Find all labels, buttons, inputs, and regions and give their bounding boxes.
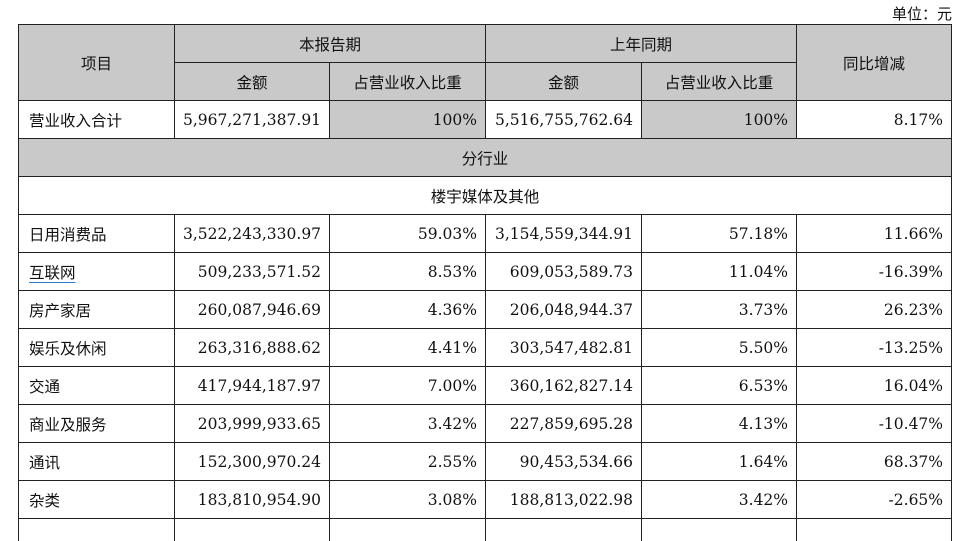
header-prev-amount: 金额 bbox=[486, 63, 642, 101]
header-prev-share: 占营业收入比重 bbox=[642, 63, 797, 101]
row-cur-share: 8.53% bbox=[330, 253, 486, 291]
row-prev-share: 5.50% bbox=[642, 329, 797, 367]
row-prev-share: 3.73% bbox=[642, 291, 797, 329]
header-cur-amount: 金额 bbox=[175, 63, 330, 101]
table-continuation-row bbox=[19, 519, 952, 541]
row-cur-share: 4.41% bbox=[330, 329, 486, 367]
unit-label: 单位：元 bbox=[892, 3, 952, 24]
total-yoy: 8.17% bbox=[797, 101, 952, 139]
row-prev-share: 4.13% bbox=[642, 405, 797, 443]
subsection-label: 楼宇媒体及其他 bbox=[19, 177, 952, 215]
row-yoy: 26.23% bbox=[797, 291, 952, 329]
header-yoy: 同比增减 bbox=[797, 25, 952, 101]
total-row: 营业收入合计 5,967,271,387.91 100% 5,516,755,7… bbox=[19, 101, 952, 139]
row-cur-share: 2.55% bbox=[330, 443, 486, 481]
row-prev-share: 6.53% bbox=[642, 367, 797, 405]
row-label: 娱乐及休闲 bbox=[19, 329, 175, 367]
table-row: 房产家居 260,087,946.69 4.36% 206,048,944.37… bbox=[19, 291, 952, 329]
row-cur-share: 3.42% bbox=[330, 405, 486, 443]
header-cur-share: 占营业收入比重 bbox=[330, 63, 486, 101]
row-prev-amount: 206,048,944.37 bbox=[486, 291, 642, 329]
header-current-period: 本报告期 bbox=[175, 25, 486, 63]
row-cur-share: 59.03% bbox=[330, 215, 486, 253]
row-prev-amount: 609,053,589.73 bbox=[486, 253, 642, 291]
row-prev-share: 57.18% bbox=[642, 215, 797, 253]
row-label: 杂类 bbox=[19, 481, 175, 519]
row-prev-amount: 360,162,827.14 bbox=[486, 367, 642, 405]
row-label: 通讯 bbox=[19, 443, 175, 481]
row-yoy: -16.39% bbox=[797, 253, 952, 291]
row-prev-amount: 188,813,022.98 bbox=[486, 481, 642, 519]
row-prev-amount: 3,154,559,344.91 bbox=[486, 215, 642, 253]
table-row: 通讯 152,300,970.24 2.55% 90,453,534.66 1.… bbox=[19, 443, 952, 481]
row-cur-amount: 203,999,933.65 bbox=[175, 405, 330, 443]
row-cur-share: 7.00% bbox=[330, 367, 486, 405]
row-prev-share: 11.04% bbox=[642, 253, 797, 291]
row-cur-amount: 3,522,243,330.97 bbox=[175, 215, 330, 253]
table-row: 互联网 509,233,571.52 8.53% 609,053,589.73 … bbox=[19, 253, 952, 291]
row-cur-amount: 152,300,970.24 bbox=[175, 443, 330, 481]
table-row: 娱乐及休闲 263,316,888.62 4.41% 303,547,482.8… bbox=[19, 329, 952, 367]
section-row: 分行业 bbox=[19, 139, 952, 177]
row-cur-share: 3.08% bbox=[330, 481, 486, 519]
total-prev-amount: 5,516,755,762.64 bbox=[486, 101, 642, 139]
row-label-link[interactable]: 互联网 bbox=[29, 264, 76, 282]
row-cur-amount: 417,944,187.97 bbox=[175, 367, 330, 405]
header-prior-period: 上年同期 bbox=[486, 25, 797, 63]
table-row: 商业及服务 203,999,933.65 3.42% 227,859,695.2… bbox=[19, 405, 952, 443]
table-row: 日用消费品 3,522,243,330.97 59.03% 3,154,559,… bbox=[19, 215, 952, 253]
row-yoy: 68.37% bbox=[797, 443, 952, 481]
total-cur-share: 100% bbox=[330, 101, 486, 139]
row-yoy: 11.66% bbox=[797, 215, 952, 253]
row-label: 交通 bbox=[19, 367, 175, 405]
row-prev-share: 1.64% bbox=[642, 443, 797, 481]
row-prev-share: 3.42% bbox=[642, 481, 797, 519]
row-label: 日用消费品 bbox=[19, 215, 175, 253]
total-prev-share: 100% bbox=[642, 101, 797, 139]
row-yoy: -2.65% bbox=[797, 481, 952, 519]
revenue-table: 项目 本报告期 上年同期 同比增减 金额 占营业收入比重 金额 占营业收入比重 … bbox=[18, 24, 952, 541]
row-cur-amount: 183,810,954.90 bbox=[175, 481, 330, 519]
row-prev-amount: 227,859,695.28 bbox=[486, 405, 642, 443]
table-row: 杂类 183,810,954.90 3.08% 188,813,022.98 3… bbox=[19, 481, 952, 519]
row-prev-amount: 303,547,482.81 bbox=[486, 329, 642, 367]
total-label: 营业收入合计 bbox=[19, 101, 175, 139]
table-body: 项目 本报告期 上年同期 同比增减 金额 占营业收入比重 金额 占营业收入比重 … bbox=[19, 25, 952, 541]
row-label: 商业及服务 bbox=[19, 405, 175, 443]
row-yoy: -10.47% bbox=[797, 405, 952, 443]
row-label: 房产家居 bbox=[19, 291, 175, 329]
total-cur-amount: 5,967,271,387.91 bbox=[175, 101, 330, 139]
row-prev-amount: 90,453,534.66 bbox=[486, 443, 642, 481]
row-cur-amount: 509,233,571.52 bbox=[175, 253, 330, 291]
row-yoy: -13.25% bbox=[797, 329, 952, 367]
row-yoy: 16.04% bbox=[797, 367, 952, 405]
section-industry: 分行业 bbox=[19, 139, 952, 177]
row-cur-amount: 260,087,946.69 bbox=[175, 291, 330, 329]
row-cur-amount: 263,316,888.62 bbox=[175, 329, 330, 367]
table-row: 交通 417,944,187.97 7.00% 360,162,827.14 6… bbox=[19, 367, 952, 405]
header-item: 项目 bbox=[19, 25, 175, 101]
subsection-row: 楼宇媒体及其他 bbox=[19, 177, 952, 215]
row-cur-share: 4.36% bbox=[330, 291, 486, 329]
header-row-1: 项目 本报告期 上年同期 同比增减 bbox=[19, 25, 952, 63]
